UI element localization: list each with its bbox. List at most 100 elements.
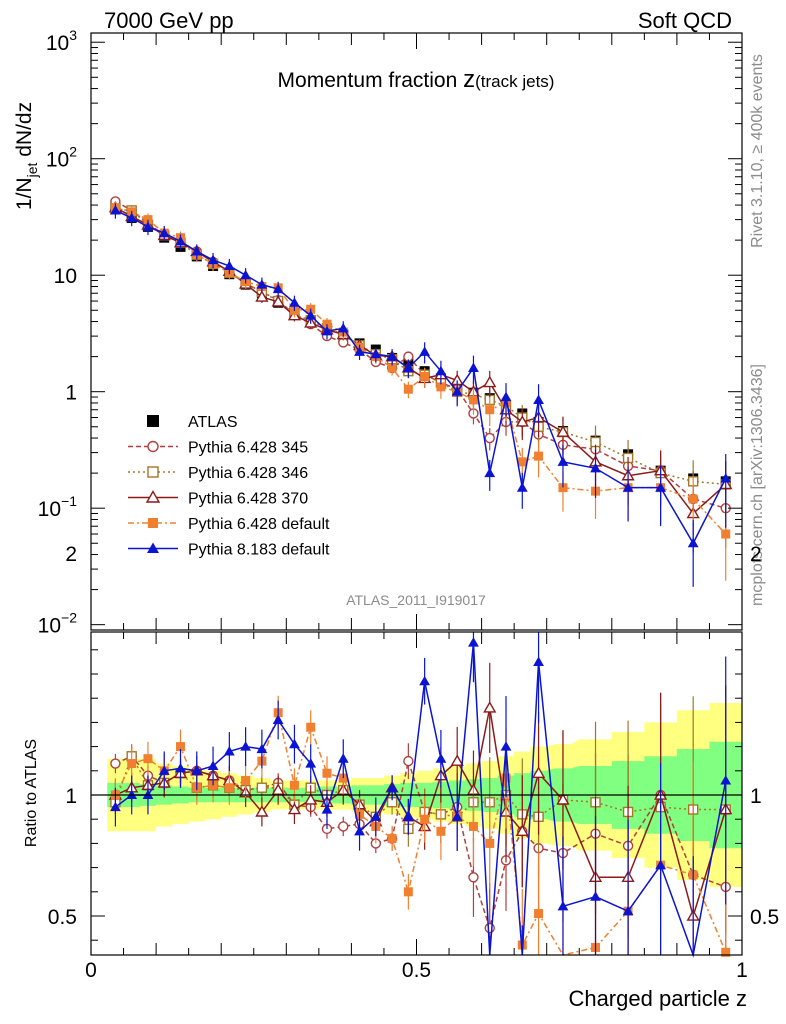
- data-point: [516, 482, 528, 492]
- ratio-point: [142, 789, 154, 800]
- ratio-point: [126, 789, 138, 800]
- data-point: [484, 432, 495, 444]
- data-point: [485, 405, 495, 415]
- ratio-point: [271, 783, 285, 795]
- data-point: [191, 246, 203, 256]
- ratio-point: [451, 811, 463, 821]
- data-point: [223, 260, 235, 271]
- ratio-point: [289, 780, 299, 790]
- ratio-plot-panel: 0.5 0.5 1 1 2 2 0 0.5 1 Ratio to ATLAS Charged …: [23, 543, 779, 1011]
- analysis-watermark: ATLAS_2011_I919017: [346, 592, 486, 608]
- data-point: [387, 363, 397, 373]
- x-tick-label: 0: [85, 959, 97, 982]
- data-point: [435, 365, 447, 376]
- ratio-point: [338, 821, 349, 832]
- ratio-y-tick-label: 2: [65, 543, 77, 566]
- data-point: [370, 348, 382, 359]
- ratio-point: [533, 656, 544, 666]
- data-point: [534, 451, 544, 461]
- data-point: [175, 236, 186, 246]
- data-point: [622, 482, 634, 492]
- data-point: [256, 279, 268, 289]
- ratio-point: [110, 758, 121, 769]
- ratio-point: [241, 775, 251, 785]
- y-tick-label: 10−2: [38, 610, 78, 638]
- ratio-point: [110, 801, 121, 812]
- data-point: [386, 351, 398, 361]
- legend-entry-5: Pythia 8.183 default: [128, 542, 330, 559]
- ratio-point: [322, 768, 332, 778]
- data-point: [321, 325, 333, 336]
- y-tick-label: 103: [46, 27, 77, 55]
- ratio-point: [305, 758, 317, 768]
- ratio-point: [287, 802, 302, 815]
- data-point: [687, 537, 699, 548]
- ratio-point: [191, 765, 203, 775]
- ratio-point: [557, 900, 569, 911]
- ratio-point: [420, 814, 430, 824]
- ratio-point: [256, 743, 268, 754]
- data-point: [688, 494, 698, 504]
- data-point: [420, 372, 430, 382]
- data-point: [558, 483, 568, 493]
- ratio-point: [289, 738, 300, 749]
- legend-label: Pythia 8.183 default: [188, 542, 330, 559]
- ratio-point: [402, 811, 414, 821]
- data-point: [419, 346, 431, 356]
- data-point: [207, 254, 219, 265]
- data-point: [484, 467, 496, 478]
- data-point: [403, 384, 413, 394]
- data-point: [158, 227, 170, 238]
- ratio-point: [256, 782, 268, 793]
- legend-entry-3: Pythia 6.428 370: [128, 490, 308, 508]
- legend-marker: [147, 542, 159, 553]
- ratio-point: [556, 793, 570, 805]
- ratio-point: [531, 766, 546, 778]
- data-point: [143, 215, 153, 225]
- ratio-point: [655, 859, 667, 870]
- legend-entry-0: ATLAS: [147, 414, 238, 431]
- legend-marker: [145, 490, 161, 503]
- data-point: [402, 362, 414, 372]
- legend-label: Pythia 6.428 346: [188, 465, 308, 482]
- legend-entry-1: Pythia 6.428 345: [128, 440, 308, 457]
- rivet-version-label: Rivet 3.1.10, ≥ 400k events: [749, 54, 766, 248]
- ratio-point: [386, 782, 398, 792]
- data-point: [142, 221, 154, 231]
- data-point: [590, 462, 601, 473]
- main-plot-frame: [90, 32, 743, 631]
- ratio-point: [176, 742, 186, 752]
- data-point: [720, 473, 732, 483]
- ratio-point: [143, 754, 153, 764]
- ratio-point: [370, 811, 382, 821]
- ratio-y-tick-label-right: 0.5: [750, 906, 779, 929]
- ratio-y-tick-label: 1: [65, 785, 77, 808]
- ratio-point: [485, 838, 495, 848]
- ratio-point: [403, 887, 413, 897]
- data-point: [533, 394, 544, 404]
- header-category: Soft QCD: [638, 8, 732, 33]
- legend: ATLAS Pythia 6.428 345 Pythia 6.428 346 Pyt…: [128, 414, 330, 559]
- ratio-point: [534, 909, 544, 919]
- x-tick-label: 0.5: [402, 959, 431, 982]
- ratio-point: [468, 872, 479, 883]
- mcplots-label: mcplots.cern.ch [arXiv:1306.3436]: [749, 364, 766, 606]
- legend-label: ATLAS: [188, 414, 238, 431]
- ratio-point: [500, 741, 512, 751]
- data-point: [468, 362, 479, 372]
- ratio-point: [304, 793, 318, 805]
- header-energy: 7000 GeV pp: [104, 8, 234, 33]
- data-point: [255, 290, 269, 302]
- ratio-point: [158, 765, 170, 775]
- ratio-point: [483, 701, 497, 713]
- ratio-point: [207, 760, 219, 771]
- ratio-point: [354, 825, 365, 836]
- ratio-point: [272, 714, 284, 725]
- y-tick-label: 10: [54, 265, 77, 288]
- legend-marker: [148, 518, 158, 528]
- ratio-point: [419, 675, 431, 686]
- data-point: [451, 386, 463, 396]
- ratio-point: [403, 755, 414, 767]
